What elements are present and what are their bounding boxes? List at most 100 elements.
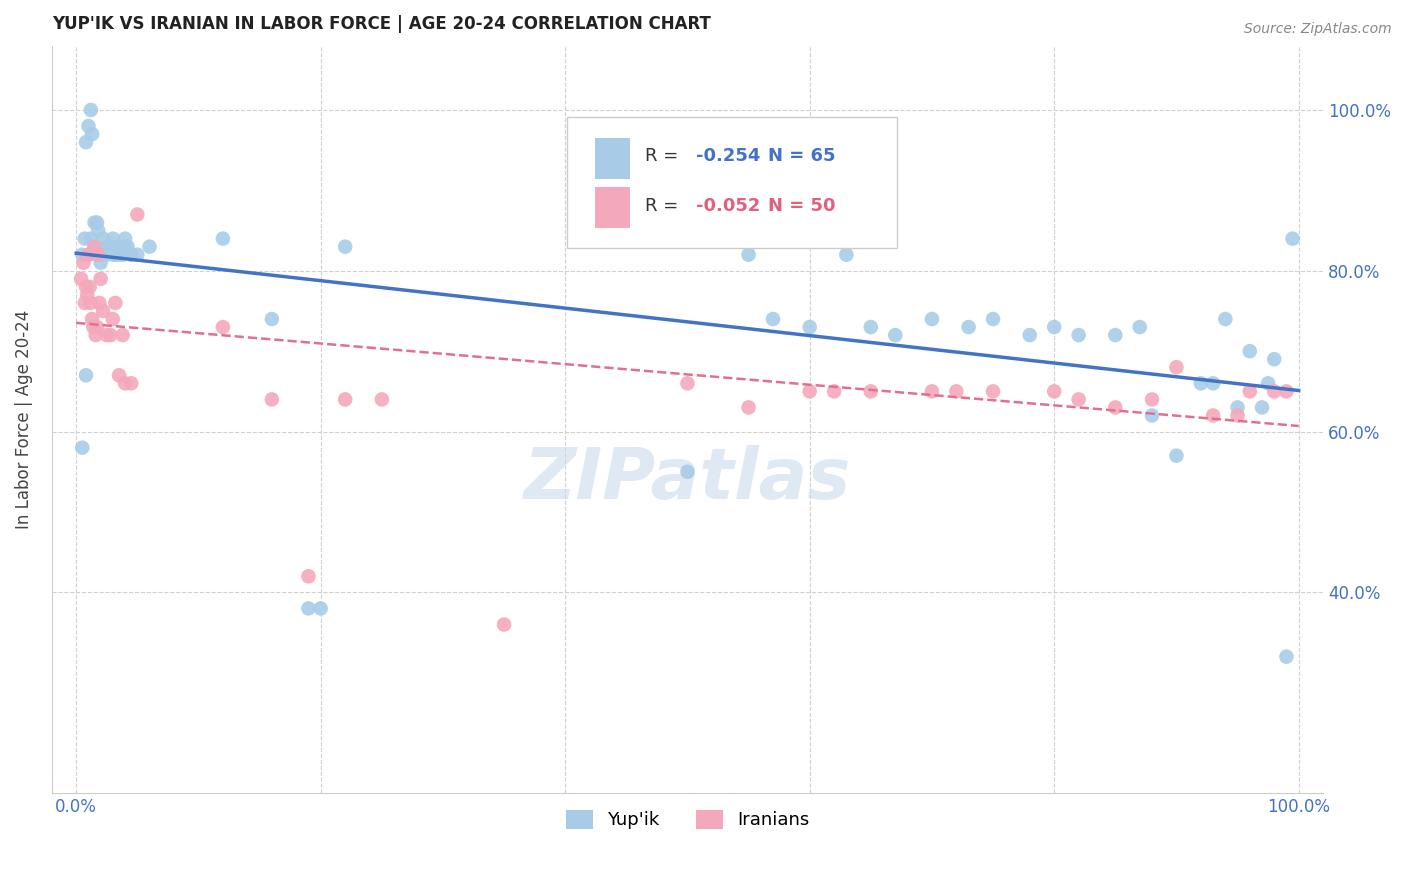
Point [1251,401,1274,415]
Point [108,248,131,262]
Text: Source: ZipAtlas.com: Source: ZipAtlas.com [1244,22,1392,37]
Point [70,272,93,286]
Point [799,320,821,334]
Point [260,312,283,326]
Point [120,376,142,391]
Point [127,207,149,221]
Point [1166,449,1188,463]
Point [1140,392,1163,407]
Point [91,304,114,318]
Point [96,328,118,343]
Point [75,368,97,383]
Point [212,320,235,334]
Point [1275,649,1298,664]
Point [86,320,108,334]
Point [80,232,103,246]
Text: N = 50: N = 50 [768,197,835,216]
FancyBboxPatch shape [595,187,630,228]
Point [127,248,149,262]
Point [80,127,103,141]
Point [108,240,131,254]
Point [1067,392,1090,407]
Point [1239,384,1261,399]
Point [96,248,118,262]
Point [114,240,136,254]
Point [101,248,124,262]
Text: YUP'IK VS IRANIAN IN LABOR FORCE | AGE 20-24 CORRELATION CHART: YUP'IK VS IRANIAN IN LABOR FORCE | AGE 2… [52,15,710,33]
Point [80,296,103,310]
Point [80,103,103,117]
Point [1263,352,1285,367]
Point [1257,376,1279,391]
Point [77,248,100,262]
Point [87,248,110,262]
Point [73,296,96,310]
Point [72,256,94,270]
Point [1189,376,1212,391]
Point [87,248,110,262]
Point [371,392,394,407]
Point [1043,384,1066,399]
Point [83,240,105,254]
Point [1215,312,1237,326]
Point [90,272,112,286]
Point [111,328,134,343]
Point [90,248,112,262]
Text: ZIPatlas: ZIPatlas [524,445,851,514]
Point [79,280,101,294]
Point [75,135,97,149]
Point [104,296,127,310]
Point [114,232,136,246]
Point [859,384,882,399]
Point [333,392,356,407]
Point [108,368,131,383]
Point [1202,376,1225,391]
Point [1104,401,1126,415]
Point [76,288,98,302]
Point [981,312,1004,326]
Point [73,232,96,246]
Point [87,223,110,237]
Point [114,376,136,391]
Point [77,248,100,262]
Point [1226,409,1249,423]
Point [737,248,759,262]
Point [120,248,142,262]
Point [212,232,235,246]
Text: N = 65: N = 65 [768,147,835,165]
Point [1281,232,1303,246]
Point [762,312,785,326]
Point [823,384,845,399]
Point [1263,384,1285,399]
Point [84,328,107,343]
Point [90,256,112,270]
Point [737,401,759,415]
Point [309,601,332,615]
Point [1275,384,1298,399]
Point [86,215,108,229]
Point [1018,328,1040,343]
Point [101,312,124,326]
Point [91,232,114,246]
Point [859,320,882,334]
Point [101,232,124,246]
Point [921,312,943,326]
Text: R =: R = [645,197,685,216]
Point [96,240,118,254]
Point [1226,401,1249,415]
Point [117,240,139,254]
Text: -0.052: -0.052 [696,197,761,216]
Point [957,320,980,334]
Point [297,569,319,583]
Point [89,296,111,310]
Legend: Yup'ik, Iranians: Yup'ik, Iranians [558,803,817,837]
Point [799,384,821,399]
Point [260,392,283,407]
Point [981,384,1004,399]
Point [921,384,943,399]
Point [835,248,858,262]
Point [297,601,319,615]
Point [494,617,516,632]
Point [1202,409,1225,423]
Point [75,280,97,294]
